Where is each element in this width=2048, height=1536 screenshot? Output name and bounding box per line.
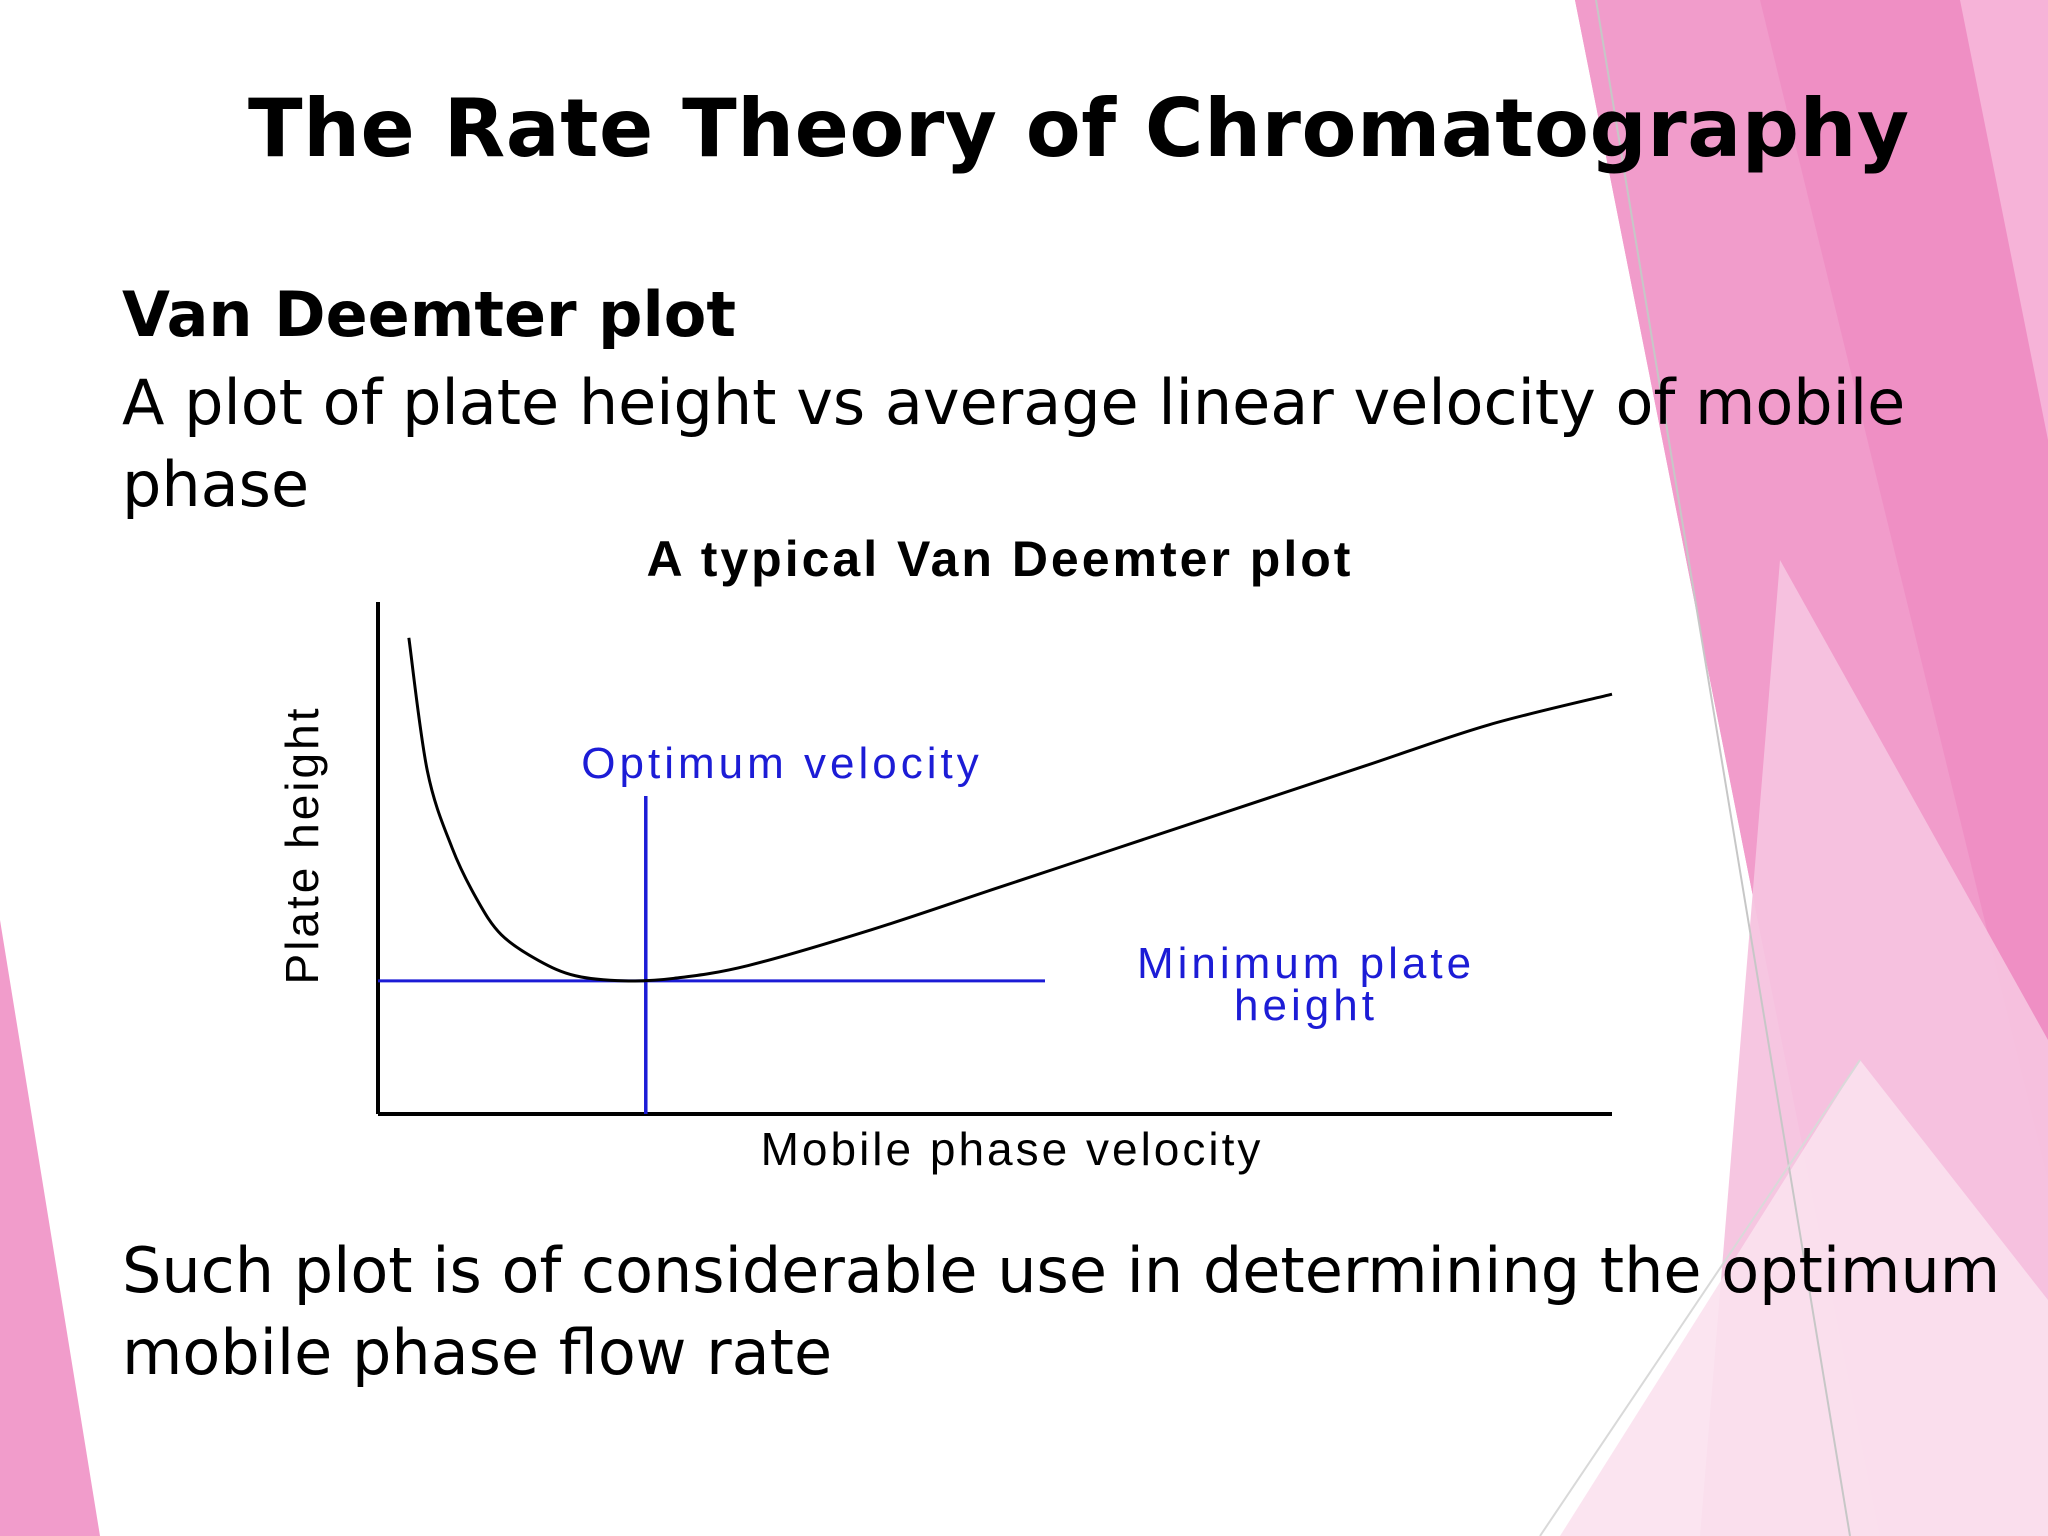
minimum-plate-height-label-line2: height <box>1234 981 1378 1030</box>
optimum-velocity-label: Optimum velocity <box>581 739 982 788</box>
van-deemter-curve <box>407 637 1613 983</box>
shard-right-top <box>1960 0 2048 440</box>
shard-right-pale <box>1560 1060 2048 1536</box>
chart-title: A typical Van Deemter plot <box>647 531 1354 587</box>
slide-title: The Rate Theory of Chromatography <box>248 82 1910 175</box>
divider-line-2 <box>1539 1059 1861 1536</box>
minimum-plate-height-label-line1: Minimum plate <box>1137 939 1475 988</box>
description-text: A plot of plate height vs average linear… <box>122 366 1906 521</box>
y-axis-label: Plate height <box>276 706 328 985</box>
conclusion-text: Such plot is of considerable use in dete… <box>122 1234 2001 1389</box>
x-axis-label: Mobile phase velocity <box>761 1123 1264 1175</box>
shard-left <box>0 920 100 1536</box>
subheading: Van Deemter plot <box>122 278 737 351</box>
divider-line <box>1595 0 1851 1536</box>
